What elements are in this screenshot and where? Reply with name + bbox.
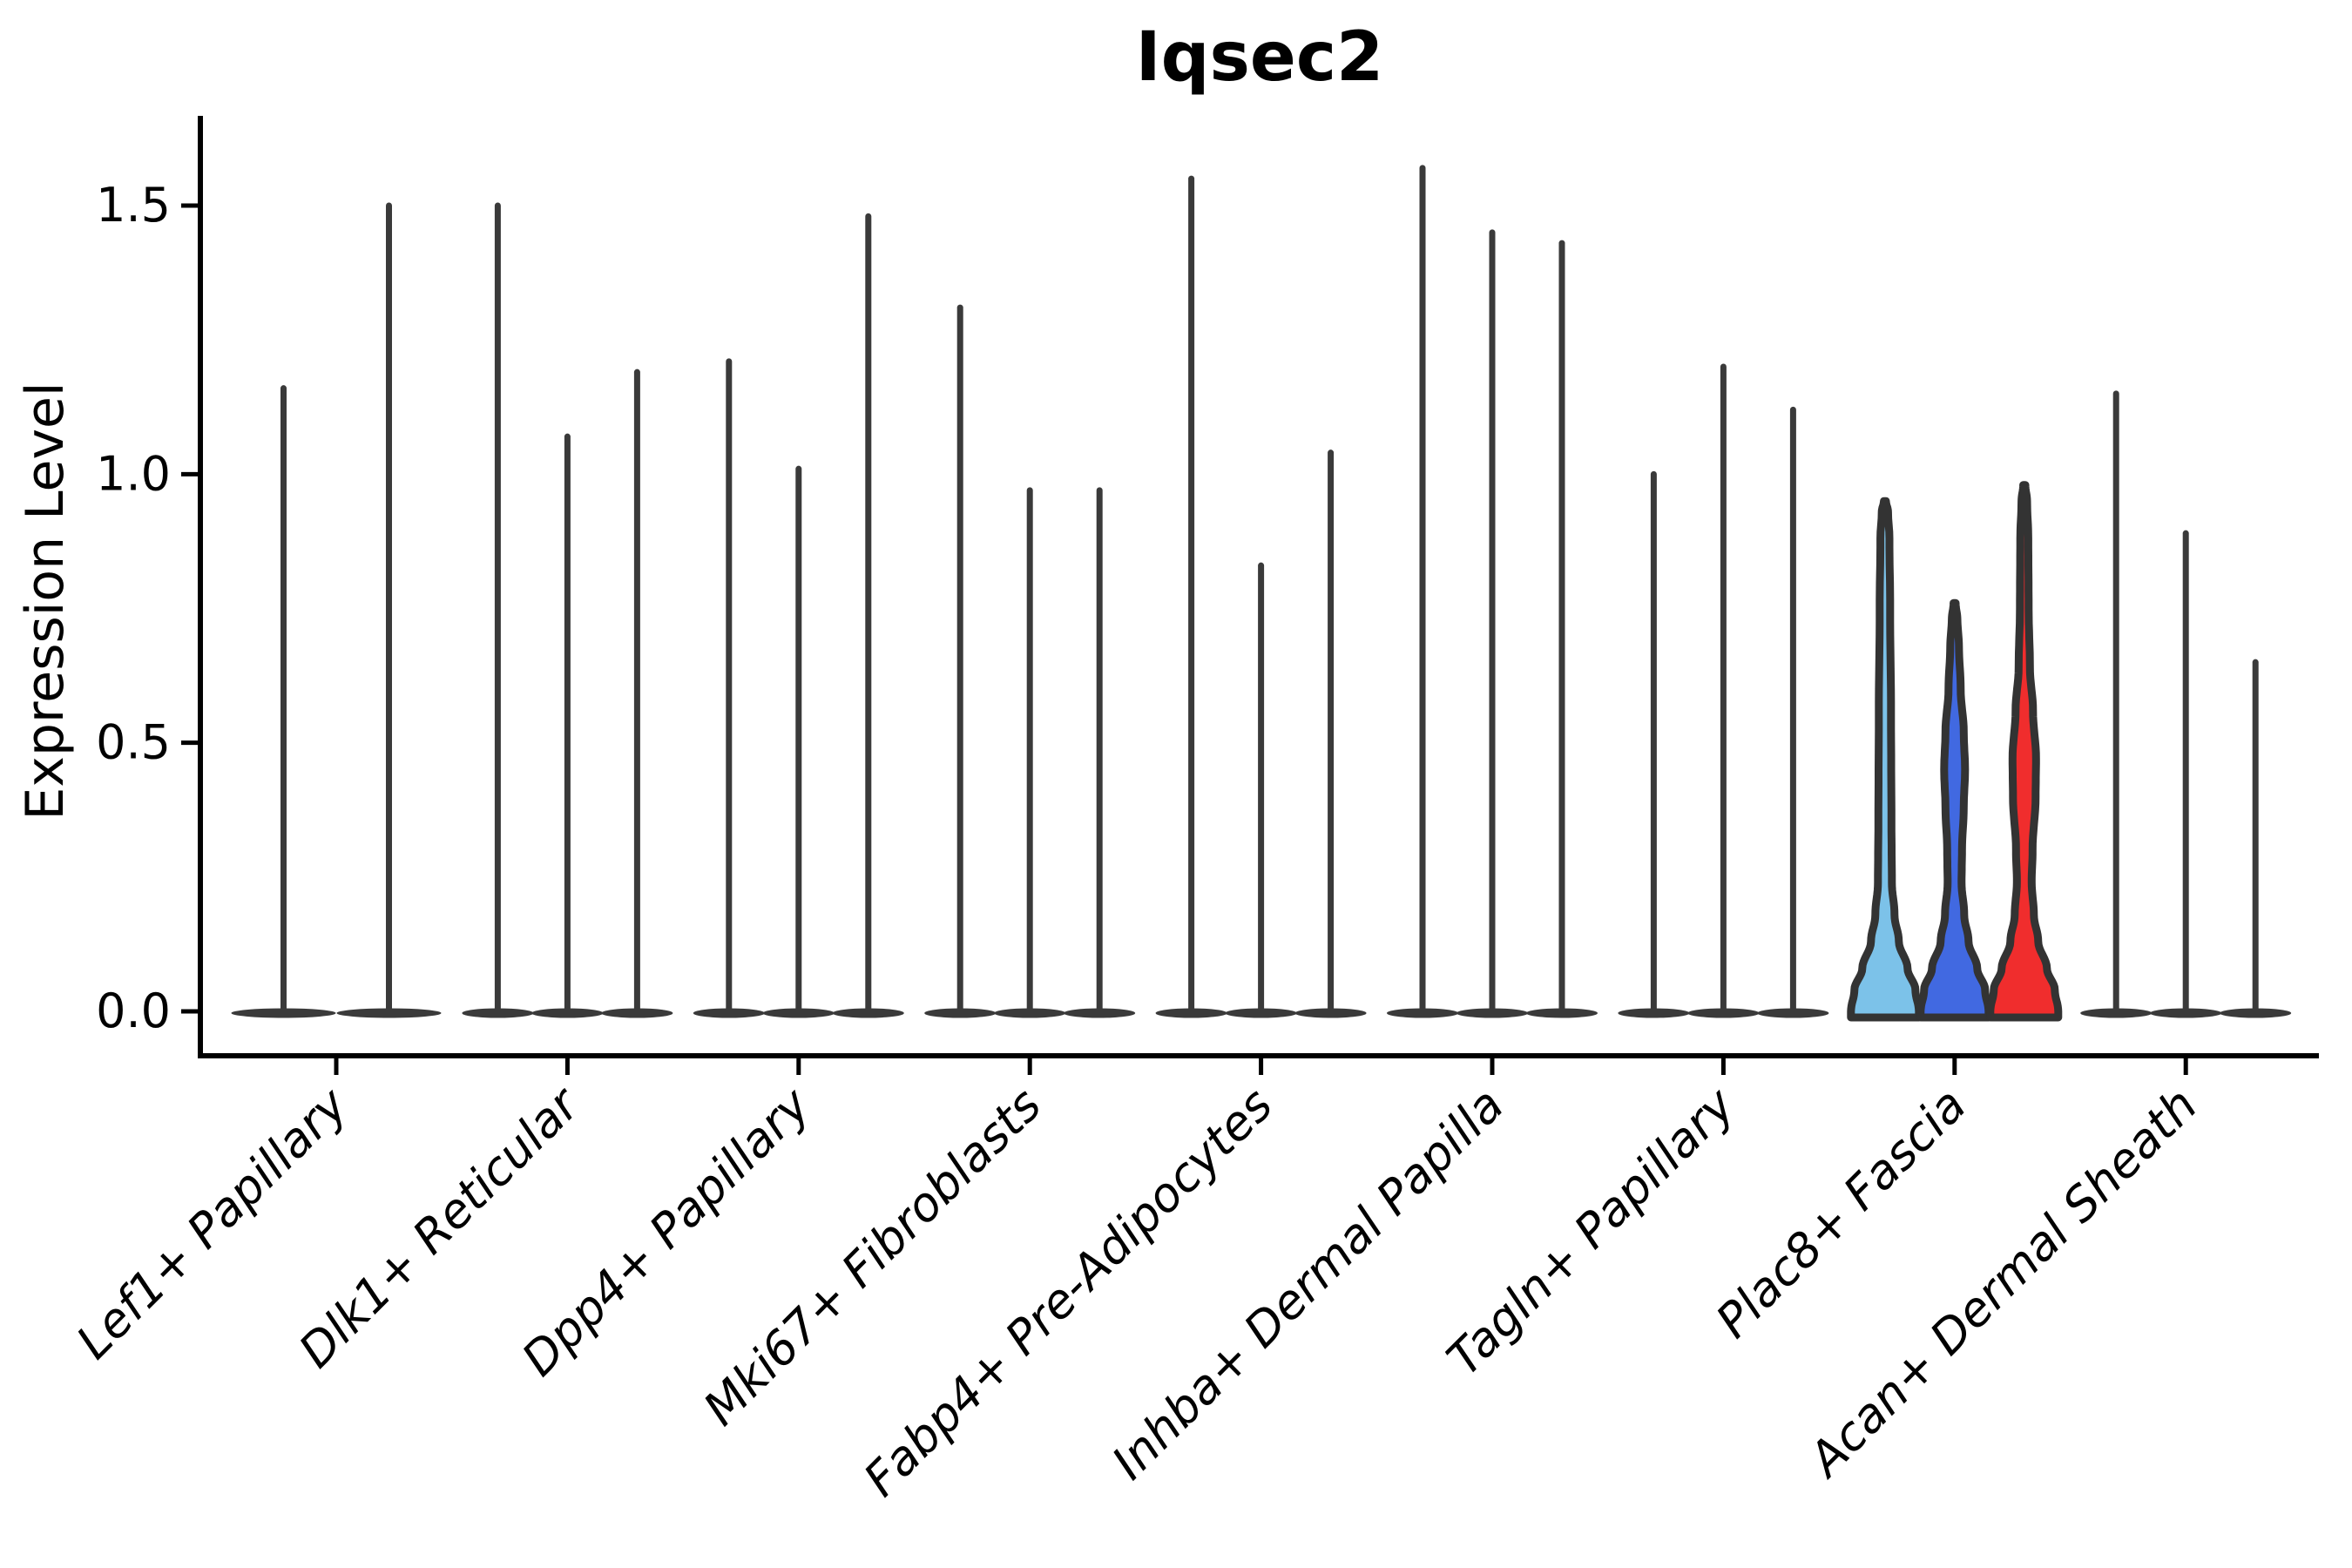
violin-body-7-0 xyxy=(1847,497,1923,1022)
chart-title: Iqsec2 xyxy=(1136,18,1384,97)
x-tick-label-5: Inhba+ Dermal Papilla xyxy=(1101,1078,1514,1490)
y-tick-label-2: 1.0 xyxy=(96,446,171,501)
y-axis-label: Expression Level xyxy=(15,382,76,820)
y-tick-label-3: 1.5 xyxy=(96,178,171,233)
y-tick-label-1: 0.5 xyxy=(96,715,171,770)
x-tick-label-8: Acan+ Dermal Sheath xyxy=(1796,1078,2207,1489)
violin-body-7-2 xyxy=(1986,481,2063,1022)
x-tick-label-4: Fabp4+ Pre-Adipocytes xyxy=(853,1078,1282,1507)
x-tick-label-7: Plac8+ Fascia xyxy=(1706,1078,1977,1348)
y-tick-label-0: 0.0 xyxy=(96,983,171,1038)
violin-body-7-1 xyxy=(1916,598,1993,1022)
